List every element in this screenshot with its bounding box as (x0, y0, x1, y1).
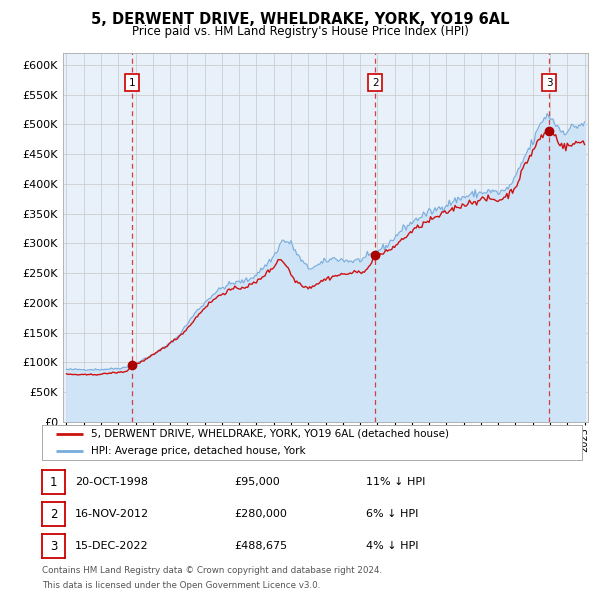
Text: HPI: Average price, detached house, York: HPI: Average price, detached house, York (91, 447, 305, 456)
Text: 20-OCT-1998: 20-OCT-1998 (75, 477, 148, 487)
Text: 5, DERWENT DRIVE, WHELDRAKE, YORK, YO19 6AL: 5, DERWENT DRIVE, WHELDRAKE, YORK, YO19 … (91, 12, 509, 27)
Text: 3: 3 (50, 539, 57, 553)
Text: 1: 1 (129, 78, 136, 88)
Text: £95,000: £95,000 (234, 477, 280, 487)
Text: This data is licensed under the Open Government Licence v3.0.: This data is licensed under the Open Gov… (42, 581, 320, 590)
Text: 5, DERWENT DRIVE, WHELDRAKE, YORK, YO19 6AL (detached house): 5, DERWENT DRIVE, WHELDRAKE, YORK, YO19 … (91, 429, 449, 438)
Text: 16-NOV-2012: 16-NOV-2012 (75, 509, 149, 519)
Text: 2: 2 (50, 507, 57, 521)
Text: £280,000: £280,000 (234, 509, 287, 519)
Text: 4% ↓ HPI: 4% ↓ HPI (366, 541, 419, 551)
Text: £488,675: £488,675 (234, 541, 287, 551)
Text: 3: 3 (546, 78, 553, 88)
Text: Contains HM Land Registry data © Crown copyright and database right 2024.: Contains HM Land Registry data © Crown c… (42, 566, 382, 575)
Text: 1: 1 (50, 476, 57, 489)
Text: 15-DEC-2022: 15-DEC-2022 (75, 541, 149, 551)
Text: 2: 2 (372, 78, 379, 88)
Text: Price paid vs. HM Land Registry's House Price Index (HPI): Price paid vs. HM Land Registry's House … (131, 25, 469, 38)
Text: 6% ↓ HPI: 6% ↓ HPI (366, 509, 418, 519)
Text: 11% ↓ HPI: 11% ↓ HPI (366, 477, 425, 487)
